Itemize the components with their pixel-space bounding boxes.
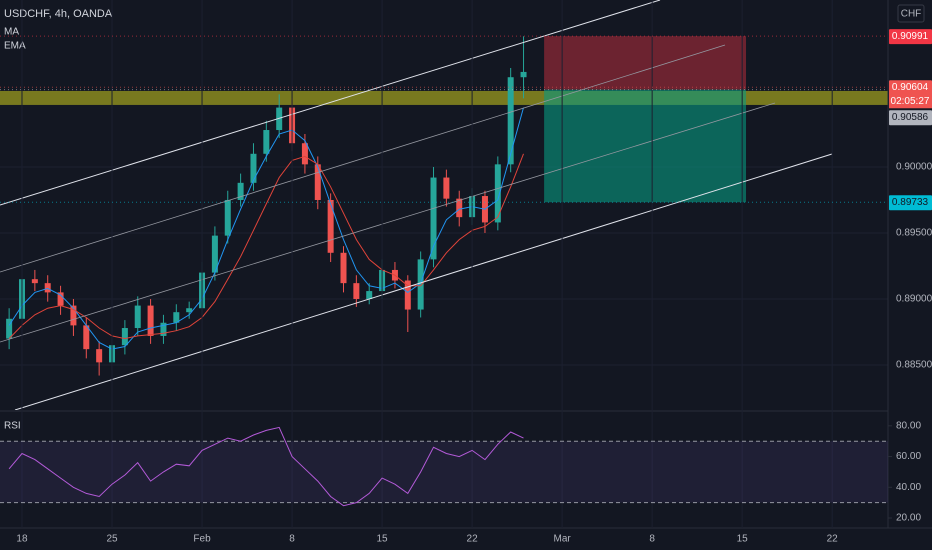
candle-body <box>327 199 334 253</box>
candle-body <box>404 280 411 310</box>
candle-body <box>366 291 373 299</box>
x-tick-label: Mar <box>554 534 572 545</box>
price-label: 0.89733 <box>892 197 929 208</box>
x-tick-label: 22 <box>467 534 479 545</box>
y-tick-label: 20.00 <box>896 513 921 524</box>
x-tick-label: 25 <box>106 534 118 545</box>
x-tick-label: 8 <box>289 534 295 545</box>
candle-body <box>443 177 450 199</box>
candle-body <box>96 349 103 363</box>
price-label-box <box>889 80 932 96</box>
indicator-line <box>8 153 524 340</box>
currency: CHF <box>901 9 922 20</box>
candle-body <box>6 318 13 339</box>
price-label-box <box>889 29 932 45</box>
legend-entry: MA <box>4 27 19 38</box>
currency-box[interactable] <box>897 4 925 23</box>
candle-body <box>417 259 424 310</box>
x-tick-label: 18 <box>16 534 28 545</box>
channel-mid <box>0 102 776 343</box>
candle-body <box>57 292 64 306</box>
chart-title: USDCHF, 4h, OANDA <box>4 8 113 20</box>
price-label-box <box>889 195 932 211</box>
channel-upper <box>0 0 661 206</box>
rsi-band-fill <box>0 441 888 503</box>
candle-body <box>173 312 180 323</box>
channel-drawings <box>0 0 833 410</box>
zone <box>0 90 888 105</box>
countdown-box <box>889 94 932 109</box>
candle-body <box>186 308 193 313</box>
candle-body <box>83 325 90 350</box>
x-tick-label: 15 <box>377 534 389 545</box>
candle-body <box>314 164 321 200</box>
price-label-box <box>889 110 932 126</box>
candle-body <box>250 153 257 183</box>
y-tick-label: 0.88500 <box>896 360 932 371</box>
candle-body <box>263 130 270 154</box>
candle-body <box>121 328 128 346</box>
x-tick-label: 8 <box>649 534 655 545</box>
indicator-line <box>8 426 524 507</box>
candle-body <box>31 279 38 284</box>
candle-body <box>520 71 527 78</box>
candle-body <box>224 199 231 236</box>
candle-body <box>160 322 167 336</box>
candle-body <box>507 77 514 165</box>
stop-zone <box>544 36 747 90</box>
candle-body <box>353 283 360 299</box>
price-label: 0.90604 <box>892 82 929 93</box>
rsi-title: RSI <box>4 421 21 432</box>
x-tick-label: 15 <box>737 534 749 545</box>
y-tick-label: 40.00 <box>896 482 921 493</box>
candle-body <box>340 252 347 284</box>
candle-body <box>237 182 244 200</box>
candle-body <box>301 143 308 165</box>
candle-body <box>70 305 77 326</box>
price-label: 0.90991 <box>892 31 929 42</box>
target-zone <box>544 89 747 203</box>
candle-body <box>430 177 437 260</box>
x-tick-label: Feb <box>193 534 211 545</box>
candle-body <box>211 235 218 273</box>
candle-body <box>44 283 51 293</box>
price-label: 0.90586 <box>892 112 929 123</box>
y-tick-label: 80.00 <box>896 420 921 431</box>
y-tick-label: 0.89500 <box>896 228 932 239</box>
legend-entry: EMA <box>4 41 26 52</box>
candle-body <box>494 164 501 223</box>
indicator-line <box>8 107 524 350</box>
countdown: 02:05:27 <box>891 96 930 107</box>
y-tick-label: 0.90000 <box>896 162 932 173</box>
channel-mid <box>0 44 726 273</box>
candle-body <box>456 198 463 218</box>
candle-body <box>134 305 141 329</box>
channel-lower <box>14 153 833 410</box>
y-tick-label: 0.89000 <box>896 294 932 305</box>
x-tick-label: 22 <box>827 534 839 545</box>
y-tick-label: 60.00 <box>896 451 921 462</box>
candle-body <box>147 305 154 336</box>
